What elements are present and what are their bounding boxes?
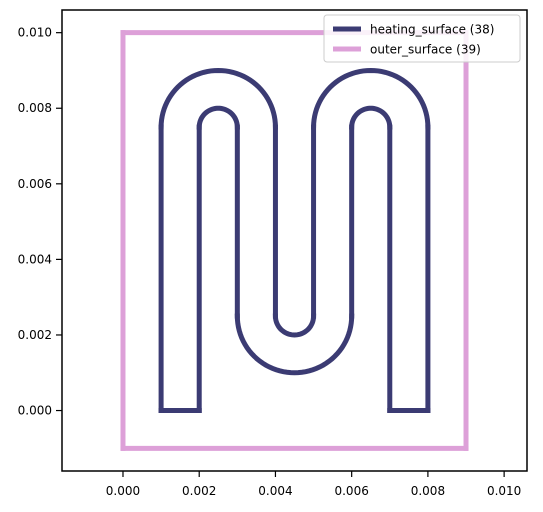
y-tick-label: 0.006 (18, 177, 52, 191)
plot-frame (61, 9, 528, 472)
series-segment (234, 313, 355, 376)
x-tick-label: 0.010 (487, 484, 521, 498)
series-segment (158, 67, 279, 130)
series-heating-surface (158, 67, 431, 414)
x-tick-label: 0.008 (411, 484, 445, 498)
series-segment (196, 105, 240, 130)
x-axis: 0.000 0.002 0.004 0.006 0.008 0.010 (106, 471, 521, 498)
series-segment (310, 67, 431, 130)
y-tick-label: 0.010 (18, 26, 52, 40)
x-tick-label: 0.006 (334, 484, 368, 498)
legend: heating_surface (38) outer_surface (39) (323, 14, 521, 63)
legend-label-outer-surface: outer_surface (39) (370, 43, 481, 57)
x-tick-label: 0.004 (258, 484, 292, 498)
series-segment (272, 313, 317, 338)
y-tick-label: 0.000 (18, 404, 52, 418)
series-segment (349, 105, 393, 130)
plot-area (62, 10, 527, 471)
x-tick-label: 0.000 (106, 484, 140, 498)
legend-label-heating-surface: heating_surface (38) (370, 23, 494, 37)
y-tick-label: 0.004 (18, 252, 52, 266)
y-tick-label: 0.002 (18, 328, 52, 342)
y-axis: 0.000 0.002 0.004 0.006 0.008 0.010 (18, 26, 62, 418)
legend-box (323, 14, 521, 63)
x-tick-label: 0.002 (182, 484, 216, 498)
y-tick-label: 0.008 (18, 101, 52, 115)
